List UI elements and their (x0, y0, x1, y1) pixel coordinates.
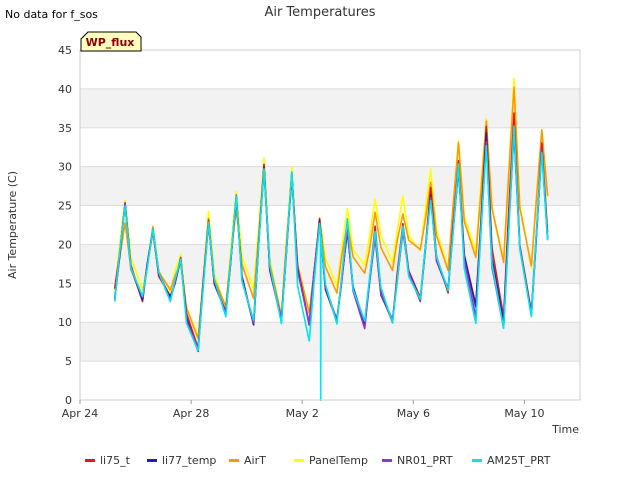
y-tick-label: 15 (58, 277, 72, 290)
plot-band (80, 50, 580, 89)
badge-label: WP_flux (86, 36, 135, 49)
y-axis-label: Air Temperature (C) (6, 171, 19, 279)
legend-swatch-li75_t (85, 459, 95, 462)
plot-band (80, 361, 580, 400)
no-data-note: No data for f_sos (5, 8, 98, 21)
plot-frame (79, 49, 581, 401)
x-tick-label: May 2 (286, 407, 319, 420)
legend-swatch-PanelTemp (294, 459, 304, 462)
plot-band (80, 88, 580, 128)
legend-label-li75_t: li75_t (100, 454, 131, 467)
x-tick-label: May 6 (397, 407, 430, 420)
plot-bands (80, 50, 580, 400)
legend-label-NR01_PRT: NR01_PRT (397, 454, 453, 467)
y-tick-label: 5 (65, 355, 72, 368)
legend-swatch-AM25T_PRT (472, 459, 482, 462)
y-tick-label: 30 (58, 161, 72, 174)
series-line-AM25T_PRT (113, 125, 549, 401)
x-axis-ticks: Apr 24 Apr 28 May 2 May 6 May 10 (62, 400, 545, 420)
y-tick-label: 25 (58, 200, 72, 213)
legend-label-AirT: AirT (244, 454, 266, 467)
plot-band (80, 166, 580, 206)
legend-label-AM25T_PRT: AM25T_PRT (487, 454, 551, 467)
legend-label-PanelTemp: PanelTemp (309, 454, 368, 467)
y-tick-label: 40 (58, 83, 72, 96)
y-tick-label: 10 (58, 316, 72, 329)
plot-band (80, 127, 580, 167)
plot-band (80, 322, 580, 362)
y-axis-ticks: 0 5 10 15 20 25 30 35 40 45 (58, 44, 72, 407)
x-tick-label: Apr 24 (62, 407, 99, 420)
badge: WP_flux (80, 31, 142, 52)
legend-swatch-AirT (229, 459, 239, 462)
legend-swatch-li77_temp (147, 459, 157, 462)
series-lines (113, 77, 549, 401)
y-tick-label: 45 (58, 44, 72, 57)
y-tick-label: 35 (58, 122, 72, 135)
x-axis-label: Time (551, 423, 579, 436)
chart-title: Air Temperatures (264, 5, 375, 20)
y-tick-label: 0 (65, 394, 72, 407)
legend: li75_t li77_temp AirT PanelTemp NR01_PRT AM25… (85, 454, 551, 467)
legend-swatch-NR01_PRT (382, 459, 392, 462)
legend-label-li77_temp: li77_temp (162, 454, 216, 467)
y-tick-label: 20 (58, 238, 72, 251)
x-tick-label: May 10 (504, 407, 544, 420)
x-tick-label: Apr 28 (173, 407, 210, 420)
